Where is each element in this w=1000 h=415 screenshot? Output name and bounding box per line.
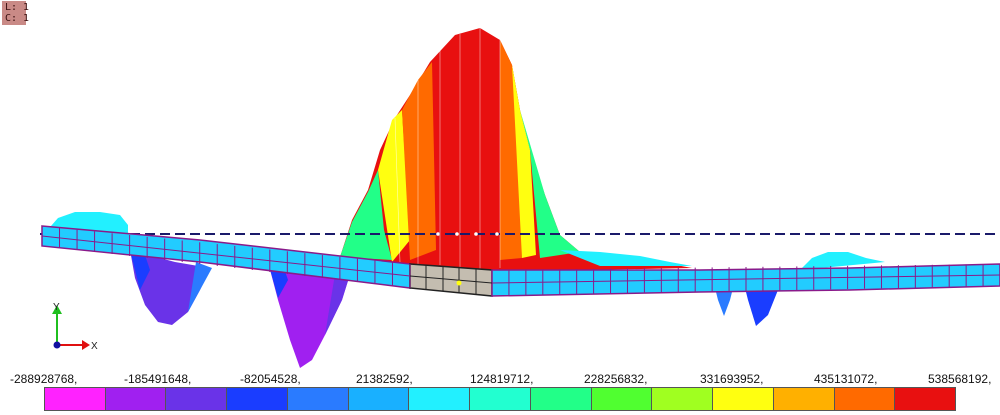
legend-swatch <box>470 388 531 410</box>
legend-value: 538568192, <box>928 372 992 386</box>
legend-value: 124819712, <box>470 372 534 386</box>
moment-lobe-left-yellow <box>378 110 410 262</box>
legend-swatch <box>773 388 835 410</box>
load-case-indicator: L: 1 C: 1 <box>2 1 30 25</box>
moment-lobe-left-orange <box>402 62 436 260</box>
deformed-beam[interactable] <box>41 225 1000 297</box>
moment-tail-cyan <box>560 250 692 266</box>
legend-value: 228256832, <box>584 372 648 386</box>
selected-node[interactable] <box>456 280 462 286</box>
legend-swatch <box>227 388 288 410</box>
legend-value: -185491648, <box>124 372 192 386</box>
legend-swatch <box>287 388 349 410</box>
legend-value: -82054528, <box>240 372 301 386</box>
legend-value: -288928768, <box>10 372 78 386</box>
moment-lobe-pos-right <box>800 252 885 270</box>
moment-lobe-neg-2-purple <box>325 268 352 335</box>
moment-lobe-neg-1-light <box>188 262 212 312</box>
legend-swatch <box>834 388 896 410</box>
legend-value: 331693952, <box>700 372 764 386</box>
moment-lobe-left-green <box>340 170 392 260</box>
legend-swatch <box>45 388 106 410</box>
legend-swatch <box>348 388 410 410</box>
moment-lobe-right-yellow <box>512 65 536 258</box>
legend-swatch <box>713 388 774 410</box>
legend-swatch <box>105 388 167 410</box>
legend-value: 435131072, <box>814 372 878 386</box>
legend-swatch <box>166 388 228 410</box>
combination-label: C: 1 <box>5 13 30 24</box>
legend-swatch <box>591 388 653 410</box>
legend-swatch <box>409 388 471 410</box>
legend-swatch <box>895 388 956 410</box>
moment-lobe-neg-2 <box>268 262 352 368</box>
moment-lobe-right-green <box>520 110 580 258</box>
axis-triad: Y X <box>52 302 98 352</box>
axis-x-label: X <box>91 341 98 352</box>
moment-diagram <box>44 28 885 368</box>
color-legend-bar <box>44 387 956 411</box>
legend-values: -288928768, -185491648, -82054528, 21382592… <box>0 372 1000 386</box>
axis-y-label: Y <box>53 302 60 313</box>
load-case-label: L: 1 <box>5 2 30 13</box>
legend-swatch <box>530 388 592 410</box>
legend-value: 21382592, <box>356 372 413 386</box>
legend-swatch <box>652 388 714 410</box>
moment-lobe-neg-1-blue <box>130 250 150 290</box>
